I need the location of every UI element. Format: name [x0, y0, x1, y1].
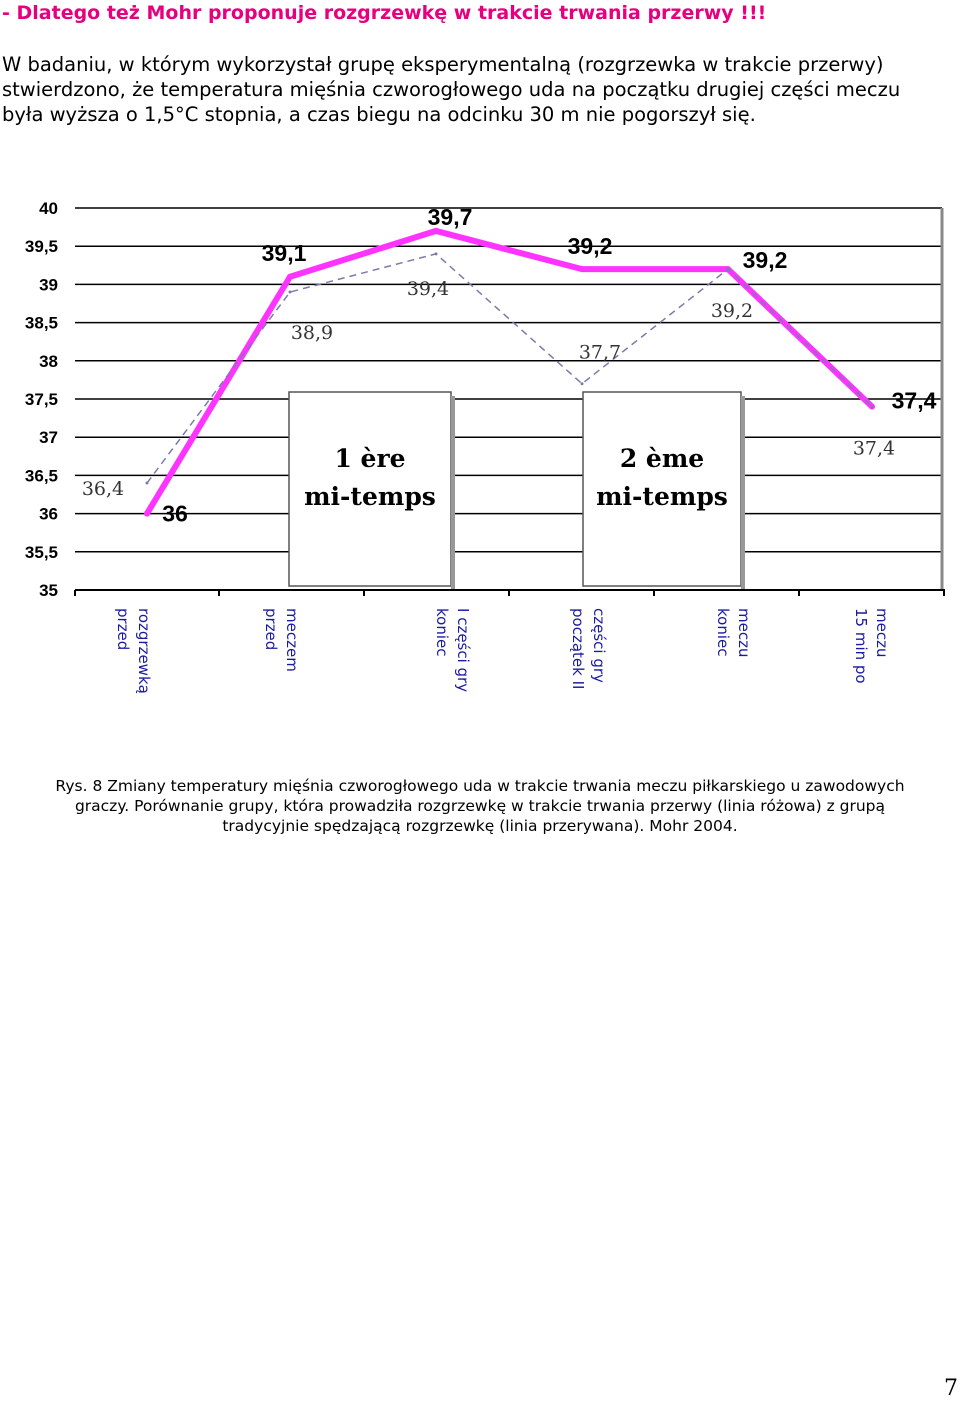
- x-tick-label-line: rozgrzewką: [135, 608, 153, 694]
- y-tick-label: 36: [39, 505, 58, 524]
- x-tick-label-line: 15 min po: [852, 608, 870, 684]
- traditional-data-label: 37,4: [853, 438, 895, 460]
- x-tick-label: przed meczem: [262, 608, 301, 672]
- y-tick-label: 40: [39, 199, 58, 218]
- x-tick-label-line: koniec: [714, 608, 732, 656]
- y-tick-label: 38: [39, 352, 58, 371]
- caption-line: tradycyjnie spędzającą rozgrzewkę (linia…: [222, 817, 738, 835]
- data-point: [287, 273, 293, 280]
- y-tick-label: 36,5: [25, 466, 58, 485]
- data-point: [145, 481, 149, 485]
- figure-caption: Rys. 8 Zmiany temperatury mięśnia czworo…: [30, 776, 930, 836]
- x-tick-label-line: początek II: [569, 608, 587, 689]
- x-tick-label: przed rozgrzewką: [114, 608, 153, 694]
- page-number: 7: [944, 1376, 958, 1401]
- half-time-box: [582, 391, 742, 587]
- half-time-label: 1 ère: [334, 444, 405, 473]
- warmup-data-label: 39,2: [743, 247, 788, 273]
- half-time-boxes: 1 ère mi-temps 2 ème mi-temps: [288, 391, 745, 590]
- traditional-data-label: 37,7: [579, 342, 621, 364]
- y-tick-label: 35,5: [25, 543, 58, 562]
- page-heading: - Dlatego też Mohr proponuje rozgrzewkę …: [2, 2, 767, 24]
- data-point: [288, 290, 292, 294]
- traditional-data-label: 36,4: [82, 478, 124, 500]
- x-tick-label-line: koniec: [433, 608, 451, 656]
- data-point: [726, 267, 730, 271]
- data-labels: 36 39,1 39,7 39,2 39,2 37,4 36,4 38,9 39,4 37,7 39…: [82, 204, 937, 527]
- caption-line: graczy. Porównanie grupy, która prowadzi…: [74, 797, 886, 815]
- half-time-box: [288, 391, 452, 587]
- data-point: [580, 382, 584, 386]
- traditional-data-label: 39,4: [407, 278, 449, 300]
- traditional-series-line: [146, 253, 873, 484]
- half-time-box-shadow: [451, 396, 455, 590]
- half-time-box-shadow: [741, 396, 745, 590]
- half-time-label: 2 ème: [620, 444, 704, 473]
- x-tick-label: początek II części gry: [569, 608, 608, 689]
- warmup-data-label: 36: [162, 501, 188, 527]
- intro-line: była wyższa o 1,5°C stopnia, a czas bieg…: [2, 103, 756, 126]
- y-tick-label: 39,5: [25, 237, 58, 256]
- x-tick-label: koniec I części gry: [433, 608, 472, 692]
- warmup-data-label: 39,1: [262, 240, 307, 266]
- x-tick-label: 15 min po meczu: [852, 608, 891, 684]
- traditional-data-label: 39,2: [711, 300, 753, 322]
- x-tick-label-line: przed: [114, 608, 132, 650]
- y-tick-label: 38,5: [25, 314, 58, 333]
- y-tick-label: 37,5: [25, 390, 58, 409]
- x-tick-label-line: meczu: [735, 608, 753, 657]
- warmup-data-label: 37,4: [892, 388, 937, 414]
- warmup-series-line: [144, 227, 875, 516]
- warmup-data-label: 39,2: [568, 233, 613, 259]
- data-point: [144, 510, 150, 517]
- x-tick-label-line: przed: [262, 608, 280, 650]
- y-tick-label: 37: [39, 428, 58, 447]
- y-tick-label: 35: [39, 581, 58, 600]
- data-point: [434, 252, 438, 256]
- x-tick-label-line: części gry: [590, 608, 608, 683]
- intro-line: W badaniu, w którym wykorzystał grupę ek…: [2, 53, 884, 76]
- gridlines: [75, 207, 942, 591]
- y-tick-label: 39: [39, 275, 58, 294]
- traditional-data-label: 38,9: [291, 322, 333, 344]
- warmup-data-label: 39,7: [428, 204, 473, 230]
- x-tick-label-line: I części gry: [454, 608, 472, 692]
- data-point: [579, 266, 585, 273]
- x-tick-label-line: meczem: [283, 608, 301, 672]
- caption-line: Rys. 8 Zmiany temperatury mięśnia czworo…: [55, 777, 905, 795]
- data-point: [433, 227, 439, 234]
- series-lines: [144, 227, 875, 517]
- intro-paragraph: W badaniu, w którym wykorzystał grupę ek…: [2, 52, 960, 127]
- half-time-label: mi-temps: [596, 482, 728, 511]
- x-tick-label: koniec meczu: [714, 608, 753, 657]
- half-time-label: mi-temps: [304, 482, 436, 511]
- intro-line: stwierdzono, że temperatura mięśnia czwo…: [2, 78, 901, 101]
- x-tick-label-line: meczu: [873, 608, 891, 657]
- data-point: [870, 405, 874, 409]
